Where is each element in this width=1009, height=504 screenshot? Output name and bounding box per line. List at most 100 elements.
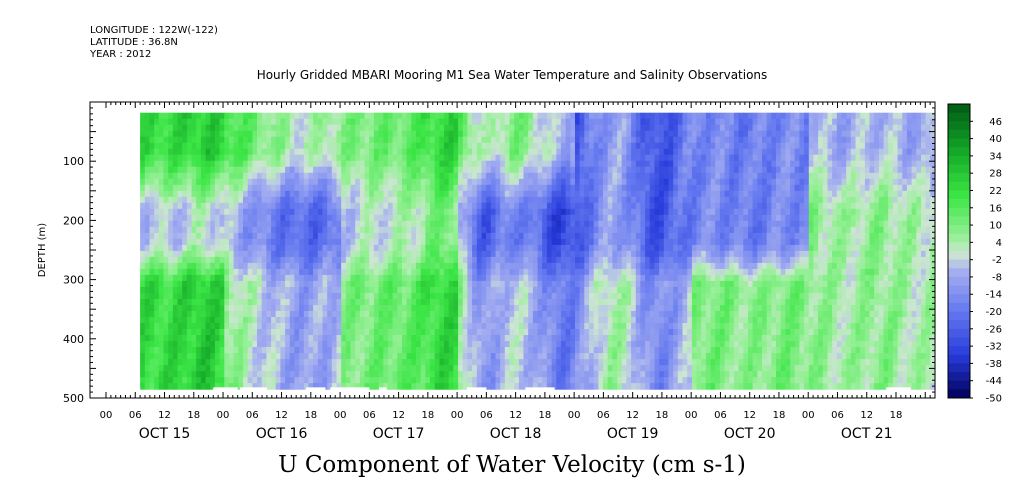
field-cell [631, 341, 637, 348]
field-cell [205, 178, 211, 186]
field-cell [299, 238, 305, 246]
field-cell [458, 305, 464, 312]
field-cell [439, 323, 445, 330]
field-cell [617, 299, 623, 306]
field-cell [504, 184, 511, 192]
field-cell [191, 178, 197, 186]
field-cell [177, 371, 183, 378]
field-cell [490, 286, 497, 294]
field-cell [444, 124, 450, 132]
field-cell [500, 238, 506, 246]
field-cell [495, 311, 501, 318]
field-cell [200, 268, 207, 276]
field-cell [584, 178, 590, 186]
field-cell [177, 293, 183, 300]
field-cell [425, 130, 431, 138]
field-cell [331, 178, 338, 186]
field-cell [490, 293, 497, 300]
field-cell [495, 244, 501, 252]
field-cell [168, 280, 174, 288]
field-cell [462, 172, 469, 180]
field-cell [603, 305, 609, 312]
field-cell [331, 268, 338, 276]
field-cell [416, 293, 422, 300]
field-cell [196, 178, 202, 186]
field-cell [219, 274, 225, 282]
field-cell [383, 371, 389, 378]
field-cell [317, 371, 324, 378]
field-cell [626, 359, 632, 366]
field-cell [200, 262, 207, 270]
field-cell [518, 305, 525, 312]
field-cell [219, 359, 225, 366]
field-cell [243, 371, 249, 378]
field-cell [387, 178, 394, 186]
field-cell [430, 130, 436, 138]
field-cell [257, 365, 263, 372]
field-cell [589, 148, 595, 156]
field-cell [486, 112, 492, 120]
field-cell [229, 118, 235, 126]
field-cell [140, 371, 146, 378]
field-cell [500, 353, 506, 360]
field-cell [589, 124, 595, 132]
field-cell [285, 250, 291, 258]
field-cell [149, 335, 155, 342]
field-cell [224, 293, 230, 300]
field-cell [640, 299, 646, 306]
field-cell [359, 142, 366, 150]
field-cell [518, 365, 525, 372]
field-cell [490, 305, 497, 312]
field-cell [603, 214, 609, 222]
field-cell [560, 172, 567, 180]
field-cell [289, 226, 296, 234]
field-cell [551, 317, 557, 324]
field-cell [523, 335, 529, 342]
field-cell [532, 371, 539, 378]
field-cell [462, 377, 469, 384]
field-cell [420, 299, 426, 306]
field-cell [331, 214, 338, 222]
field-cell [472, 377, 478, 384]
field-cell [252, 118, 258, 126]
field-cell [182, 112, 188, 120]
field-cell [462, 154, 469, 162]
field-cell [331, 208, 338, 216]
field-cell [275, 311, 281, 318]
field-cell [196, 311, 202, 318]
field-cell [598, 323, 604, 330]
field-cell [612, 335, 618, 342]
field-cell [640, 184, 646, 192]
field-cell [214, 130, 221, 138]
field-cell [570, 317, 576, 324]
field-cell [140, 311, 146, 318]
field-cell [378, 371, 384, 378]
field-cell [308, 124, 314, 132]
field-cell [458, 202, 464, 210]
field-cell [252, 329, 258, 336]
field-cell [172, 377, 179, 384]
field-cell [579, 274, 585, 282]
field-cell [528, 250, 534, 258]
field-cell [444, 148, 450, 156]
field-cell [158, 142, 165, 150]
field-cell [378, 341, 384, 348]
field-cell [219, 250, 225, 258]
field-cell [299, 293, 305, 300]
field-cell [378, 226, 384, 234]
field-cell [210, 226, 216, 234]
field-cell [275, 293, 281, 300]
field-cell [607, 280, 613, 288]
field-cell [565, 232, 571, 240]
field-cell [518, 238, 525, 246]
field-cell [257, 112, 263, 120]
field-cell [556, 232, 562, 240]
field-cell [299, 244, 305, 252]
field-cell [214, 196, 221, 204]
field-cell [514, 130, 520, 138]
field-cell [261, 190, 267, 198]
field-cell [509, 190, 515, 198]
field-cell [182, 250, 188, 258]
field-cell [359, 202, 366, 210]
field-cell [416, 166, 422, 174]
